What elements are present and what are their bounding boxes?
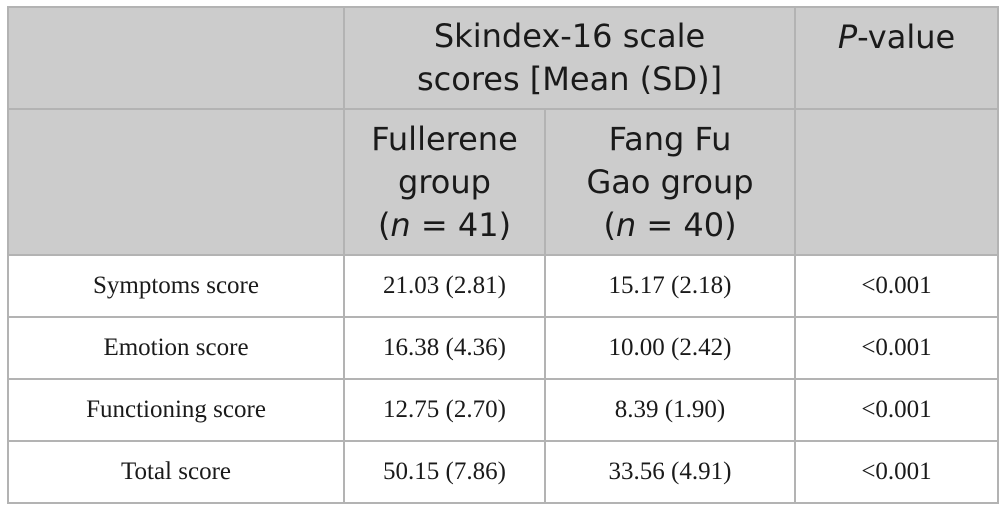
col2-line1: Fang Fu [608,119,732,158]
p-value: <0.001 [794,254,1000,318]
group-title-header: Skindex-16 scale scores [Mean (SD)] [342,6,797,110]
table-row: Symptoms score 21.03 (2.81) 15.17 (2.18)… [7,254,1000,318]
fangfugao-value: 8.39 (1.90) [543,378,797,442]
fullerene-value: 16.38 (4.36) [343,316,546,380]
fullerene-group-header: Fullerene group (n = 41) [343,108,546,256]
fangfugao-value: 33.56 (4.91) [543,440,797,504]
group-title-line2: scores [Mean (SD)] [416,60,723,98]
fangfugao-value: 10.00 (2.42) [543,316,797,380]
col2-n-open: ( [603,205,616,244]
row-label: Emotion score [7,316,345,380]
row-label: Symptoms score [7,254,345,318]
col2-n-rest: = 40) [636,205,737,244]
col2-line2: Gao group [586,162,754,201]
col1-line1: Fullerene [371,119,518,158]
header-empty-cell-3 [794,108,1000,256]
row-label: Functioning score [7,378,345,442]
fangfugao-group-header: Fang Fu Gao group (n = 40) [543,108,797,256]
col1-n-italic: n [390,205,411,244]
row-label: Total score [7,440,345,504]
group-title-line1: Skindex-16 scale [433,17,706,55]
p-value: <0.001 [794,440,1000,504]
fullerene-value: 21.03 (2.81) [343,254,546,318]
header-empty-cell-2 [7,108,345,256]
table-row: Emotion score 16.38 (4.36) 10.00 (2.42) … [7,316,1000,380]
table-row: Functioning score 12.75 (2.70) 8.39 (1.9… [7,378,1000,442]
fullerene-value: 50.15 (7.86) [343,440,546,504]
skindex-table: Skindex-16 scale scores [Mean (SD)] P-va… [7,6,1000,504]
header-row-2: Fullerene group (n = 41) Fang Fu Gao gro… [7,108,1000,256]
fangfugao-value: 15.17 (2.18) [543,254,797,318]
table-row: Total score 50.15 (7.86) 33.56 (4.91) <0… [7,440,1000,504]
col1-line2: group [398,162,491,201]
col2-n-italic: n [615,205,637,244]
p-value-header: P-value [794,6,1000,110]
fullerene-value: 12.75 (2.70) [343,378,546,442]
header-row-1: Skindex-16 scale scores [Mean (SD)] P-va… [7,6,1000,110]
col1-n-open: ( [377,205,391,244]
p-value: <0.001 [794,316,1000,380]
header-empty-cell [7,6,345,110]
p-label-rest: -value [857,18,956,56]
p-label-italic: P [837,18,858,56]
p-value: <0.001 [794,378,1000,442]
col1-n-rest: = 41) [410,205,512,244]
